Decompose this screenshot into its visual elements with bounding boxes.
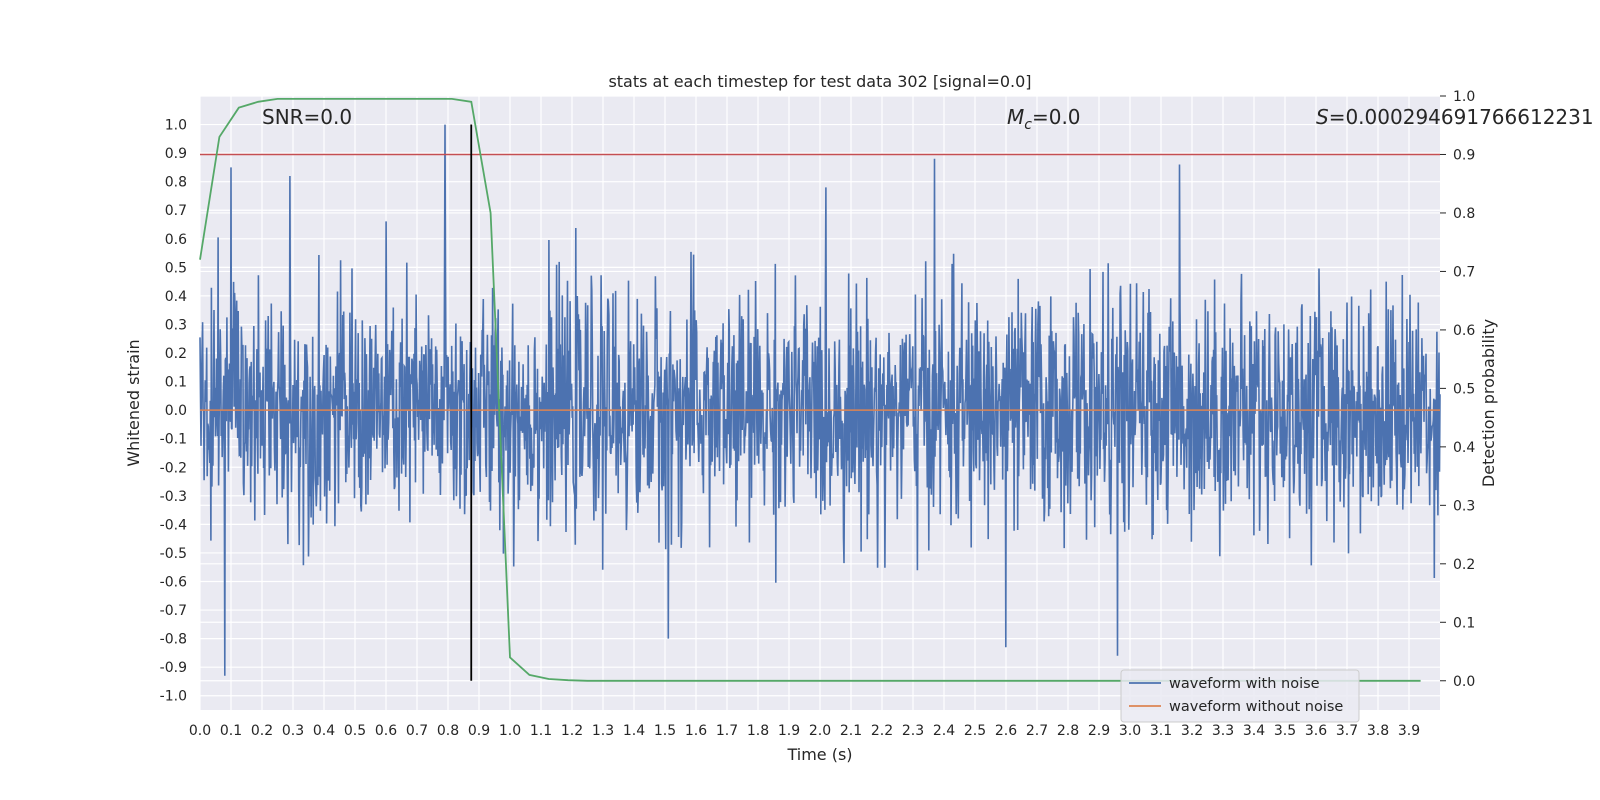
x-tick-label: 2.7: [1026, 723, 1048, 739]
y2-tick-label: 0.5: [1453, 381, 1475, 397]
legend-box: [1120, 669, 1360, 723]
x-tick-label: 2.2: [871, 723, 893, 739]
x-tick-label: 2.9: [1088, 723, 1110, 739]
x-tick-label: 3.7: [1336, 723, 1358, 739]
x-tick-label: 1.8: [747, 723, 769, 739]
y-tick-label: 0.9: [165, 146, 187, 162]
y-tick-label: -0.7: [160, 603, 187, 619]
x-tick-label: 3.3: [1212, 723, 1234, 739]
y2-tick-label: 0.0: [1453, 674, 1475, 690]
x-tick-label: 1.4: [623, 723, 645, 739]
x-tick-label: 2.4: [933, 723, 955, 739]
x-tick-label: 1.1: [530, 723, 552, 739]
x-tick-label: 3.8: [1367, 723, 1389, 739]
y-tick-label: 0.4: [165, 289, 187, 305]
legend-label-waveform-without-noise: waveform without noise: [1169, 699, 1343, 715]
series-waveform-with-noise: [199, 124, 1441, 676]
x-tick-label: 1.2: [561, 723, 583, 739]
noise-path: [199, 124, 1441, 676]
x-tick-label: 2.3: [902, 723, 924, 739]
y-tick-label: 0.2: [165, 346, 187, 362]
s-symbol: S: [1316, 105, 1329, 129]
y-axis-label: Whitened strain: [124, 339, 143, 466]
x-tick-label: 0.9: [468, 723, 490, 739]
y2-axis-label: Detection probability: [1479, 319, 1498, 487]
x-tick-label: 2.6: [995, 723, 1017, 739]
y2-tick-label: 0.7: [1453, 264, 1475, 280]
x-tick-label: 1.5: [654, 723, 676, 739]
x-tick-label: 3.4: [1243, 723, 1265, 739]
s-value: =0.000294691766612231: [1329, 105, 1594, 129]
y-tick-label: 0.1: [165, 375, 187, 391]
y2-tick-label: 0.8: [1453, 206, 1475, 222]
y2-tick-labels: 1.0 0.9 0.8 0.7 0.6 0.5 0.4 0.3 0.2 0.1 0.0: [1440, 89, 1475, 690]
y-tick-label: -0.8: [160, 632, 187, 648]
y2-tick-label: 0.3: [1453, 498, 1475, 514]
y-tick-label: -0.1: [160, 432, 187, 448]
x-tick-label: 2.8: [1057, 723, 1079, 739]
x-tick-label: 0.1: [220, 723, 242, 739]
y-tick-label: 0.6: [165, 232, 187, 248]
x-tick-label: 2.1: [840, 723, 862, 739]
x-tick-label: 3.0: [1119, 723, 1141, 739]
legend-label-waveform-with-noise: waveform with noise: [1169, 676, 1320, 692]
snr-annotation: SNR=0.0: [262, 105, 352, 129]
mc-symbol: M: [1007, 105, 1024, 129]
y-tick-label: -0.3: [160, 489, 187, 505]
x-tick-label: 0.6: [375, 723, 397, 739]
x-tick-label: 0.4: [313, 723, 335, 739]
x-tick-label: 0.7: [406, 723, 428, 739]
series-detection-probability: [199, 98, 1421, 682]
s-annotation: S=0.000294691766612231: [1316, 105, 1594, 129]
x-tick-label: 1.6: [685, 723, 707, 739]
y-tick-label: 0.3: [165, 317, 187, 333]
x-tick-label: 0.5: [344, 723, 366, 739]
x-tick-label: 0.0: [189, 723, 211, 739]
x-axis-label: Time (s): [786, 745, 852, 764]
y-tick-label: -0.4: [160, 517, 187, 533]
x-tick-label: 3.5: [1274, 723, 1296, 739]
x-tick-label: 2.0: [809, 723, 831, 739]
y-tick-labels: 1.0 0.9 0.8 0.7 0.6 0.5 0.4 0.3 0.2 0.1 0.0 -0.1 -0.…: [160, 118, 187, 705]
x-tick-label: 0.8: [437, 723, 459, 739]
mc-subscript: c: [1024, 117, 1032, 133]
x-tick-label: 3.1: [1150, 723, 1172, 739]
y2-tick-label: 0.2: [1453, 557, 1475, 573]
x-tick-label: 1.7: [716, 723, 738, 739]
y-tick-label: -1.0: [160, 689, 187, 705]
x-tick-labels: 0.0 0.1 0.2 0.3 0.4 0.5 0.6 0.7 0.8 0.9 1.0 1.1 1.2 1…: [189, 723, 1420, 739]
legend: waveform with noise waveform without noi…: [1120, 669, 1360, 723]
x-tick-label: 2.5: [964, 723, 986, 739]
mc-value: =0.0: [1032, 105, 1081, 129]
y-tick-label: -0.9: [160, 660, 187, 676]
y-tick-label: 0.8: [165, 175, 187, 191]
y-tick-label: 0.7: [165, 203, 187, 219]
y-tick-label: -0.6: [160, 574, 187, 590]
x-tick-label: 1.9: [778, 723, 800, 739]
y2-tick-label: 0.4: [1453, 440, 1475, 456]
x-tick-label: 3.9: [1398, 723, 1420, 739]
chart-title: stats at each timestep for test data 302…: [608, 72, 1031, 91]
y-tick-label: -0.2: [160, 460, 187, 476]
y-tick-label: 0.5: [165, 260, 187, 276]
y2-tick-label: 1.0: [1453, 89, 1475, 105]
y-tick-label: 0.0: [165, 403, 187, 419]
y2-tick-label: 0.9: [1453, 147, 1475, 163]
x-tick-label: 1.3: [592, 723, 614, 739]
y2-tick-label: 0.1: [1453, 615, 1475, 631]
x-tick-label: 3.2: [1181, 723, 1203, 739]
x-tick-label: 0.3: [282, 723, 304, 739]
y-tick-label: 1.0: [165, 118, 187, 134]
x-tick-label: 3.6: [1305, 723, 1327, 739]
y2-tick-label: 0.6: [1453, 323, 1475, 339]
y-tick-label: -0.5: [160, 546, 187, 562]
x-tick-label: 1.0: [499, 723, 521, 739]
x-tick-label: 0.2: [251, 723, 273, 739]
mc-annotation: Mc=0.0: [1007, 105, 1081, 133]
